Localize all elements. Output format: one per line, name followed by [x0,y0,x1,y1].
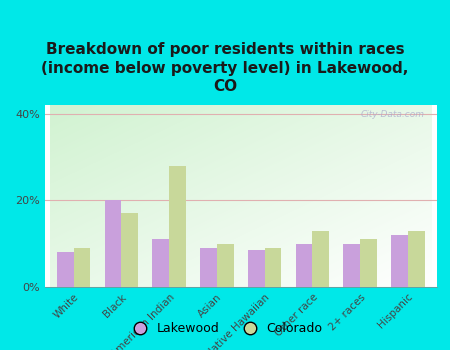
Bar [57,252,74,287]
Bar [122,214,138,287]
Bar [296,244,312,287]
Bar [217,244,234,287]
Bar [200,248,217,287]
Bar [169,166,186,287]
Bar [360,239,377,287]
Bar [265,248,281,287]
Bar [343,244,360,287]
Text: City-Data.com: City-Data.com [361,111,425,119]
Bar [312,231,329,287]
Bar [408,231,424,287]
Legend: Lakewood, Colorado: Lakewood, Colorado [122,317,328,340]
Bar [391,235,408,287]
Bar [105,200,122,287]
Bar [248,250,265,287]
Bar [74,248,90,287]
Text: Breakdown of poor residents within races
(income below poverty level) in Lakewoo: Breakdown of poor residents within races… [41,42,409,94]
Bar [153,239,169,287]
